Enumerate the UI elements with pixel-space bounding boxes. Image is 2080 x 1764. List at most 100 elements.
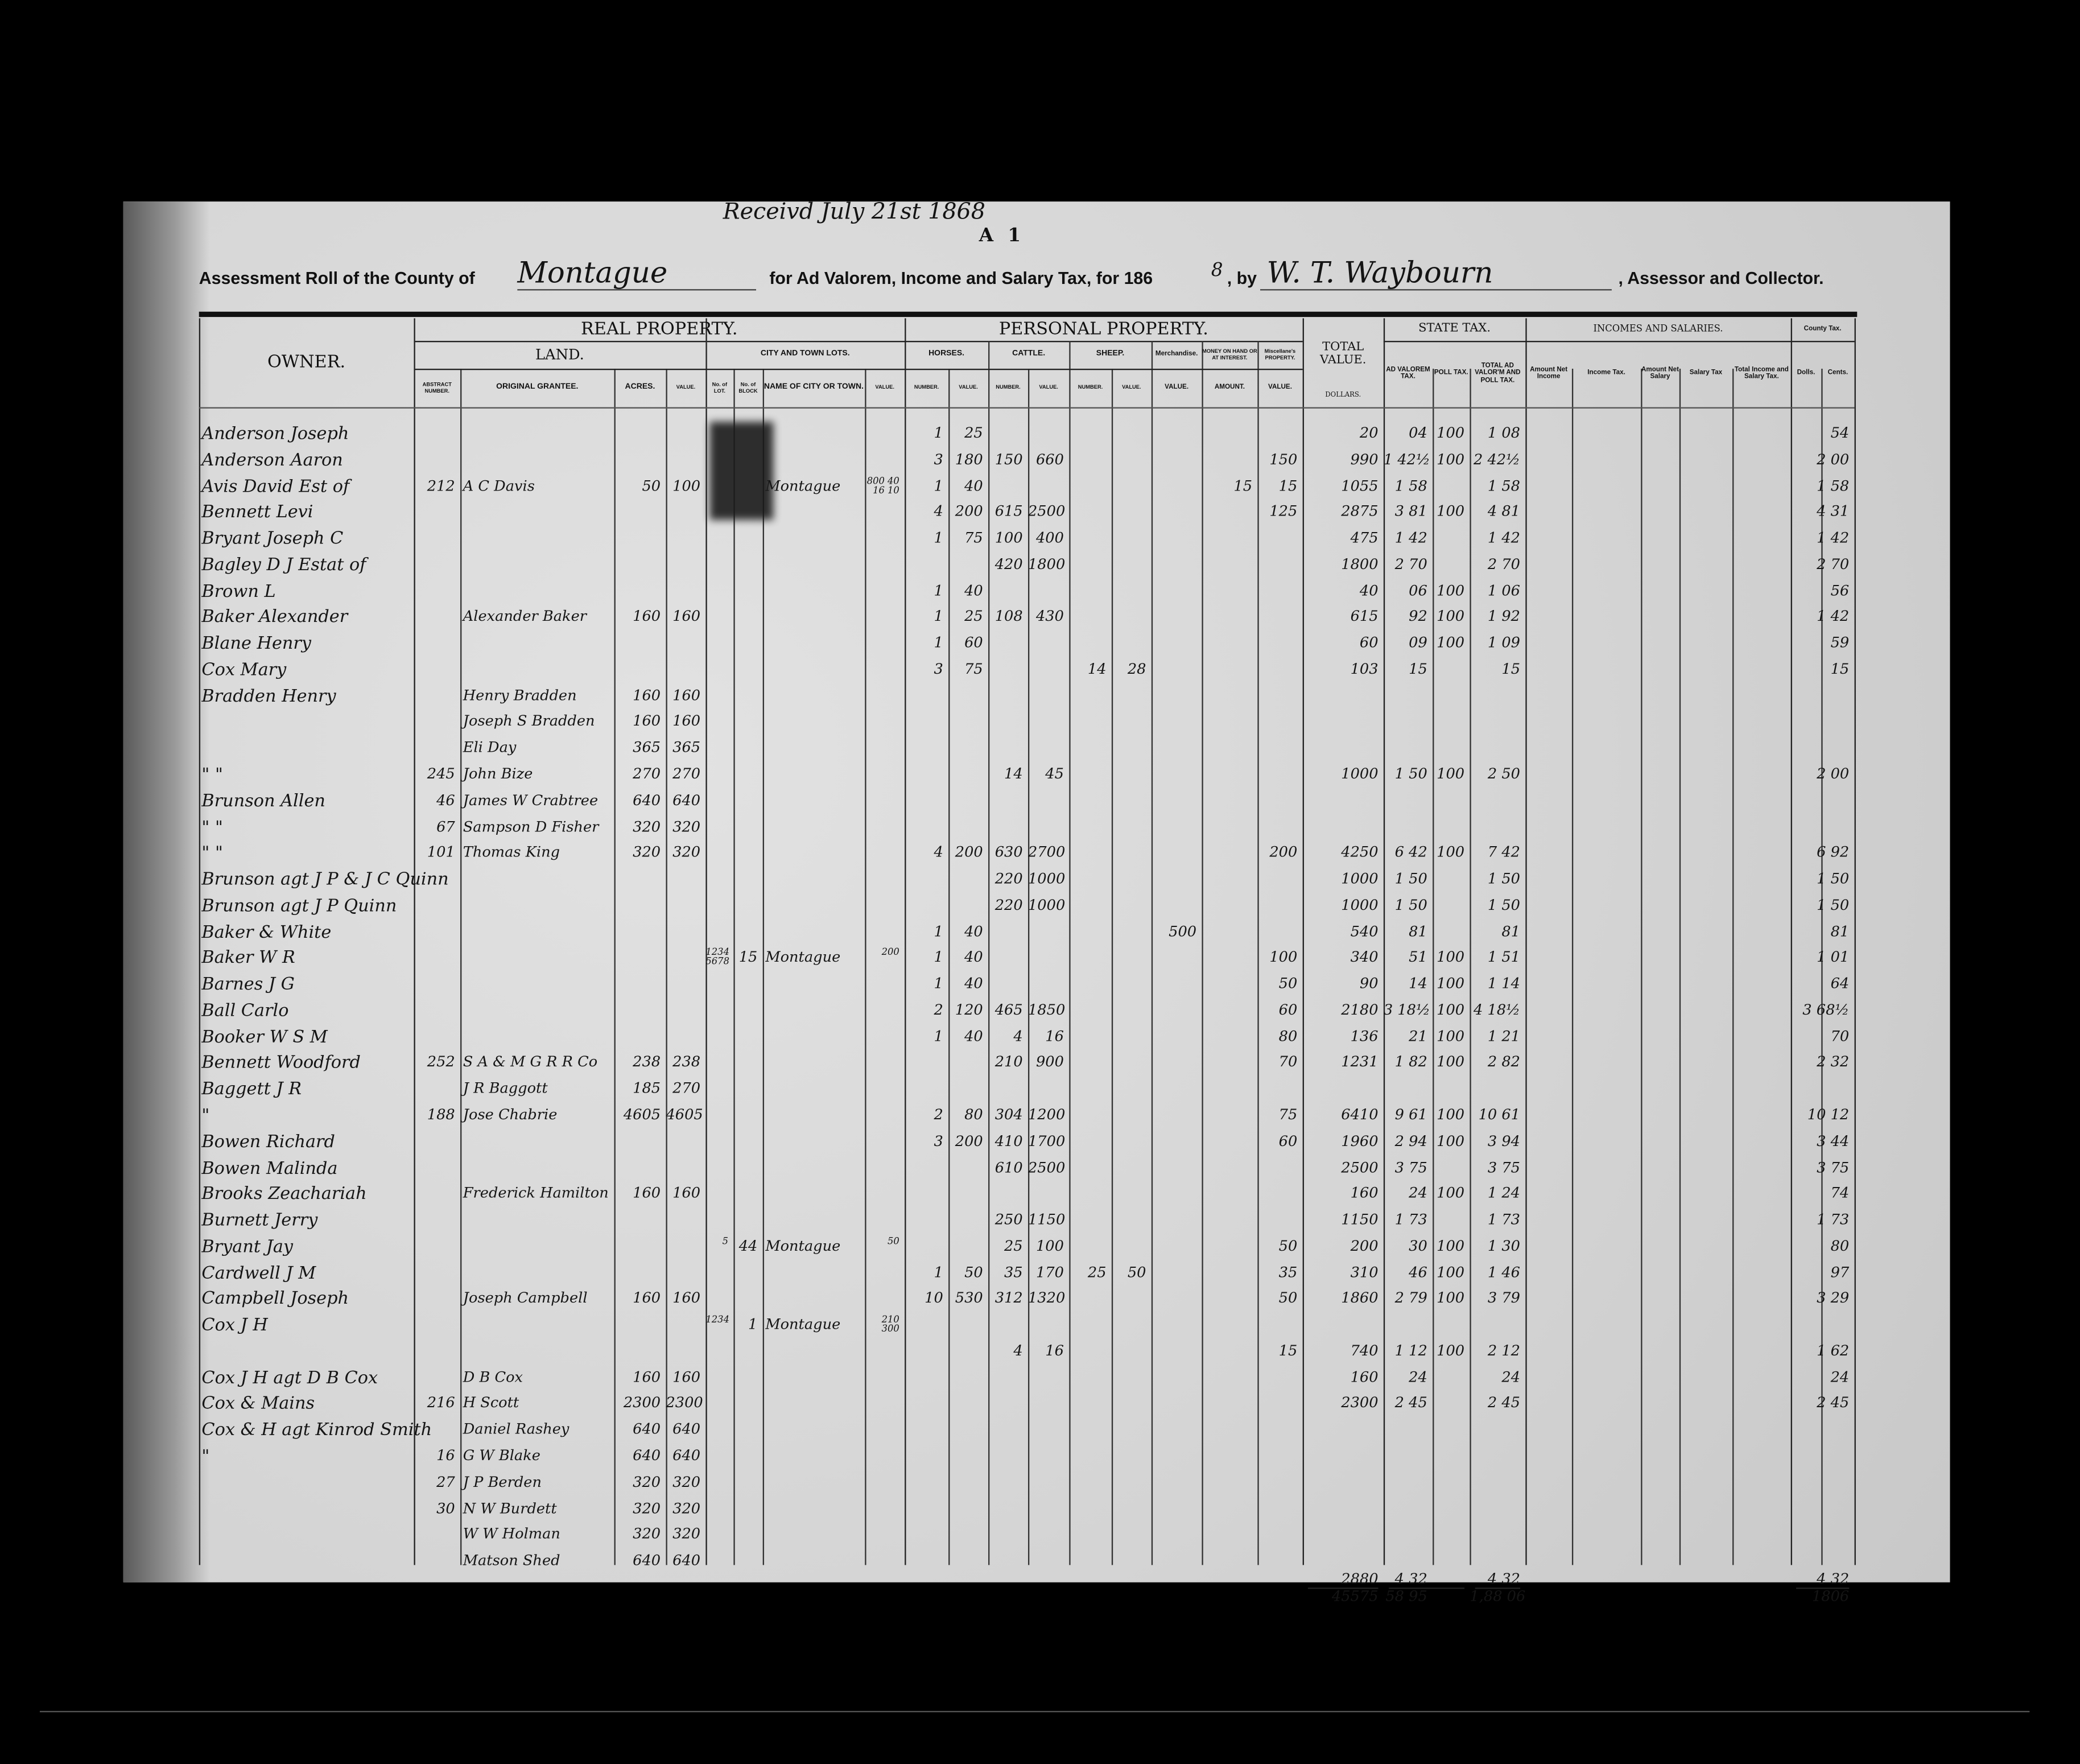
- ad-valorem-tax: 92: [1409, 608, 1427, 625]
- ad-valorem-tax: 1 58: [1394, 476, 1427, 494]
- salary-tax-header: Salary Tax: [1689, 369, 1723, 377]
- money-amount: 15: [1233, 476, 1253, 494]
- table-row: Baker & White 1 40 500 540 81 81 81: [199, 920, 1855, 946]
- owner-name: Cardwell J M: [201, 1263, 316, 1284]
- misc-property-value: 15: [1278, 1342, 1298, 1359]
- total-value: 475: [1350, 529, 1379, 547]
- horses-value: 120: [955, 1001, 983, 1019]
- film-edge-line: [39, 1711, 2030, 1713]
- lot-number: 1234: [705, 1314, 729, 1325]
- owner-name: Booker W S M: [201, 1027, 328, 1048]
- ad-valorem-tax: 09: [1409, 634, 1427, 652]
- ad-valorem-tax: 1 50: [1394, 870, 1427, 888]
- group-divider: [1257, 341, 1259, 369]
- original-grantee: James W Crabtree: [463, 791, 599, 809]
- owner-name: Baker Alexander: [201, 608, 348, 628]
- total-tax: 1 58: [1487, 476, 1521, 494]
- owner-name: Anderson Aaron: [201, 450, 343, 471]
- column-divider: [1732, 368, 1734, 1565]
- misc-property-value: 50: [1278, 1289, 1298, 1307]
- county-tax: 2 00: [1817, 450, 1850, 468]
- land-value: 640: [672, 1420, 701, 1439]
- column-divider: [1470, 368, 1471, 1565]
- owner-name: Avis David Est of: [201, 476, 350, 497]
- acres: 640: [633, 1446, 661, 1465]
- total-tax: 1 14: [1487, 975, 1521, 992]
- land-value: 320: [672, 1499, 701, 1517]
- ad-valorem-tax: 6 42: [1394, 844, 1427, 862]
- header-rule: [414, 368, 1303, 370]
- cattle-value: 660: [1035, 450, 1064, 468]
- table-row: Cox Mary 3 75 14 28 103 15 15 15: [199, 658, 1855, 684]
- total-value: 1000: [1341, 896, 1379, 914]
- total-tax: 4 81: [1487, 503, 1521, 521]
- original-grantee: Frederick Hamilton: [463, 1185, 609, 1202]
- table-row: " " 101 Thomas King 320 320 4 200 630 2700 200 425…: [199, 841, 1855, 867]
- original-grantee: Matson Shed: [463, 1552, 560, 1569]
- group-divider: [988, 341, 990, 369]
- original-grantee: H Scott: [463, 1394, 519, 1412]
- total-value: 2180: [1341, 1001, 1379, 1019]
- total-tax: 1 46: [1487, 1263, 1521, 1281]
- top-rule: [199, 311, 1858, 318]
- owner-name: Cox Mary: [201, 660, 287, 681]
- misc-property-header: Miscellane's PROPERTY.: [1264, 348, 1296, 360]
- misc-property-value: 80: [1278, 1027, 1298, 1045]
- city-lots-header: CITY AND TOWN LOTS.: [760, 351, 850, 359]
- total-tax: 2 82: [1487, 1053, 1521, 1071]
- horses-value: 200: [955, 503, 983, 521]
- table-row: Cardwell J M 1 50 35 170 25 50 35 310 46 100 1 46 97: [199, 1261, 1855, 1287]
- owner-name: " ": [201, 818, 223, 838]
- table-row: Cox J H agt D B Cox D B Cox 160 160 160 24 24 2…: [199, 1366, 1855, 1392]
- table-row: Brooks Zeachariah Frederick Hamilton 160 16…: [199, 1182, 1855, 1209]
- owner-name: Cox & H agt Kinrod Smith: [201, 1420, 432, 1441]
- land-value: 640: [672, 1446, 701, 1465]
- lot-value: 800 40 16 10: [866, 475, 899, 496]
- table-row: " " 245 John Bize 270 270 14 45 1000 1 50 100 2 50…: [199, 763, 1855, 789]
- total-value: 160: [1350, 1368, 1379, 1386]
- misc-property-value: 50: [1278, 1237, 1298, 1255]
- cattle-number: 304: [994, 1106, 1023, 1124]
- owner-name: Brooks Zeachariah: [201, 1185, 367, 1205]
- county-tax: 4 31: [1817, 503, 1850, 521]
- column-divider: [1854, 318, 1856, 1565]
- money-header: MONEY ON HAND OR AT INTEREST.: [1202, 348, 1257, 360]
- total-tax-carried: 4 32: [1487, 1570, 1521, 1588]
- horses-value: 200: [955, 844, 983, 862]
- title-by: , by: [1227, 267, 1257, 288]
- total-value: 615: [1350, 608, 1379, 625]
- land-value: 640: [672, 1552, 701, 1569]
- horses-number: 4: [934, 844, 943, 862]
- column-divider: [705, 318, 707, 1565]
- assessor-underline: [1260, 289, 1612, 291]
- county-tax: 3 68½: [1802, 1001, 1850, 1019]
- ad-valorem-tax: 15: [1409, 660, 1427, 678]
- land-value: 100: [672, 476, 701, 494]
- abstract-number: 101: [427, 844, 455, 862]
- original-grantee: Alexander Baker: [463, 608, 587, 625]
- cattle-number: 25: [1004, 1237, 1023, 1255]
- land-value: 320: [672, 844, 701, 862]
- sum-underline: [1796, 1587, 1850, 1589]
- total-tax: 2 42½: [1474, 450, 1521, 468]
- land-value: 2300: [666, 1394, 703, 1412]
- sum-underline: [1475, 1587, 1521, 1589]
- poll-tax: 100: [1437, 1132, 1465, 1150]
- poll-tax: 100: [1437, 1263, 1465, 1281]
- sheep-value: 50: [1127, 1263, 1146, 1281]
- county-tax: 64: [1830, 975, 1850, 992]
- county-tax: 2 32: [1817, 1053, 1850, 1071]
- cents-header: Cents.: [1827, 369, 1848, 377]
- total-tax: 24: [1501, 1368, 1521, 1386]
- cattle-value: 100: [1035, 1237, 1064, 1255]
- total-value-sum: 45575: [1331, 1587, 1379, 1605]
- table-row: Cox & Mains 216 H Scott 2300 2300 2300 2 45 2 4…: [199, 1392, 1855, 1418]
- header-rule: [1383, 341, 1855, 343]
- original-grantee: J P Berden: [463, 1473, 542, 1491]
- horses-number: 1: [934, 975, 943, 992]
- column-divider: [460, 368, 462, 1565]
- county-tax: 54: [1830, 424, 1850, 442]
- table-row: Campbell Joseph Joseph Campbell 160 160 10 53…: [199, 1287, 1855, 1313]
- original-grantee: Joseph S Bradden: [463, 712, 595, 731]
- ad-valorem-tax: 30: [1409, 1237, 1427, 1255]
